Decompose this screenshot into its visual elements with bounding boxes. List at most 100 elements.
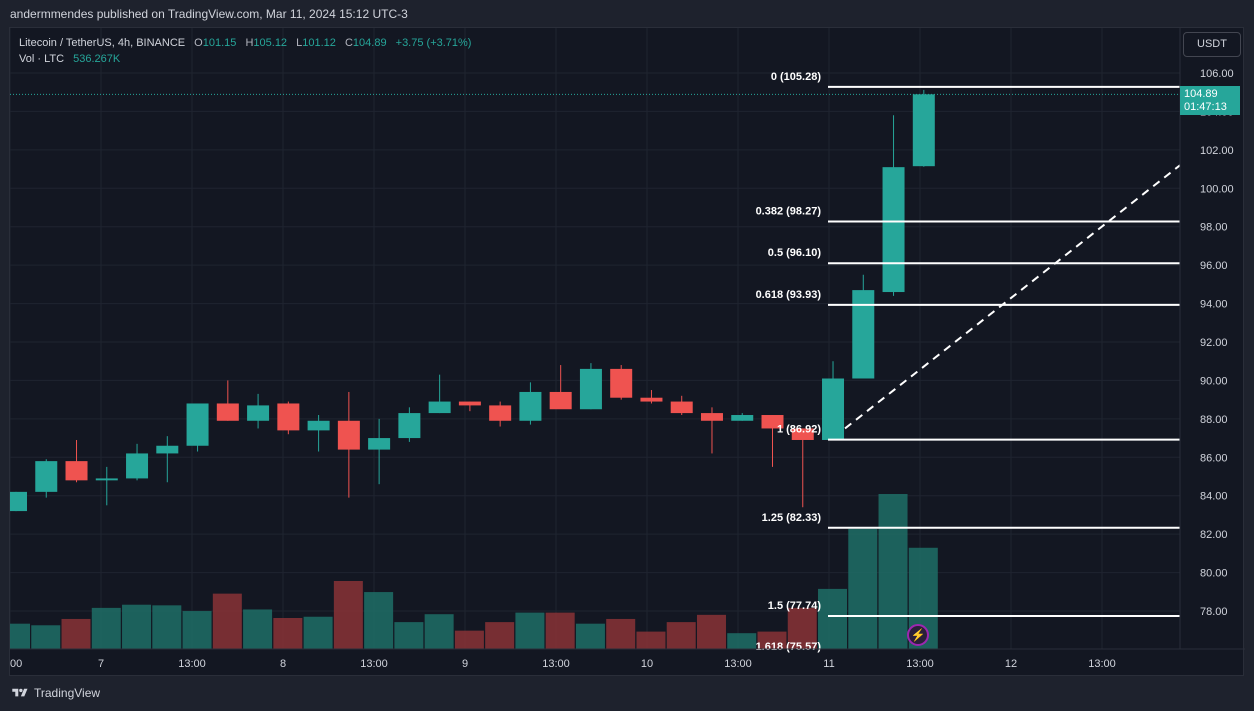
footer-brand: TradingView bbox=[34, 686, 101, 700]
y-tick-label: 102.00 bbox=[1200, 145, 1234, 157]
legend-close-label: C bbox=[344, 37, 353, 49]
tradingview-logo[interactable]: TradingView bbox=[10, 686, 100, 700]
volume-bar bbox=[606, 618, 636, 649]
fib-level-label: 0.618 (93.93) bbox=[756, 289, 822, 301]
volume-bar bbox=[182, 611, 212, 649]
volume-bar bbox=[727, 633, 757, 649]
fib-level-label: 1.25 (82.33) bbox=[762, 512, 822, 524]
volume-bar bbox=[818, 588, 848, 649]
candle-body bbox=[156, 445, 179, 454]
published-by-header: andermmendes published on TradingView.co… bbox=[10, 7, 408, 21]
candle-body bbox=[337, 420, 360, 450]
x-tick-label: 8 bbox=[280, 658, 286, 670]
candle-body bbox=[489, 405, 512, 421]
chart-panel[interactable]: 78.00 80.00 82.00 84.00 86.00 88.00 90.00 92.00… bbox=[9, 27, 1245, 677]
volume-bar bbox=[364, 592, 394, 649]
candle-body bbox=[761, 415, 784, 429]
candle-body bbox=[428, 401, 451, 414]
volume-bar bbox=[757, 631, 787, 649]
volume-bar bbox=[878, 494, 908, 649]
candle-body bbox=[791, 428, 814, 440]
candle-body bbox=[822, 378, 845, 440]
chart-legend: Litecoin / TetherUS, 4h, BINANCE O101.15… bbox=[19, 35, 471, 67]
candle-body bbox=[640, 397, 663, 402]
candle-body bbox=[35, 461, 58, 492]
candle-body bbox=[700, 413, 723, 421]
last-price: 104.89 bbox=[1184, 88, 1218, 100]
legend-close: 104.89 bbox=[352, 37, 387, 49]
candle-body bbox=[549, 391, 572, 410]
x-tick-label: 13:00 bbox=[906, 658, 934, 670]
x-tick-label: 7 bbox=[98, 658, 104, 670]
x-tick-label: 9 bbox=[462, 658, 468, 670]
last-price-tag: 104.89 01:47:13 bbox=[1180, 86, 1240, 115]
y-tick-label: 78.00 bbox=[1200, 606, 1228, 618]
candle-body bbox=[852, 290, 875, 379]
fib-level-label: 1.618 (75.57) bbox=[756, 641, 822, 653]
x-tick-label: 12 bbox=[1005, 658, 1017, 670]
legend-open-label: O bbox=[194, 37, 203, 49]
currency-button[interactable]: USDT bbox=[1183, 32, 1241, 57]
volume-bar bbox=[243, 609, 273, 649]
y-tick-label: 96.00 bbox=[1200, 260, 1228, 272]
x-tick-label: 13:00 bbox=[724, 658, 752, 670]
x-tick-label: 11 bbox=[823, 658, 834, 670]
x-tick-label: 13:00 bbox=[178, 658, 206, 670]
y-tick-label: 90.00 bbox=[1200, 375, 1228, 387]
legend-high: 105.12 bbox=[253, 37, 288, 49]
legend-change: +3.75 (+3.71%) bbox=[395, 37, 472, 49]
candle-body bbox=[882, 167, 905, 293]
y-tick-label: 88.00 bbox=[1200, 414, 1228, 426]
x-tick-label: 13:00 bbox=[360, 658, 388, 670]
volume-bar bbox=[666, 622, 696, 649]
volume-bar bbox=[454, 630, 484, 649]
legend-volume-label[interactable]: Vol · LTC bbox=[19, 53, 65, 65]
fib-level-label: 1 (86.92) bbox=[777, 424, 821, 436]
candle-body bbox=[912, 94, 935, 167]
fib-level-label: 1.5 (77.74) bbox=[768, 600, 822, 612]
volume-bar bbox=[273, 618, 303, 649]
fib-level-label: 0 (105.28) bbox=[771, 71, 821, 83]
y-tick-label: 106.00 bbox=[1200, 68, 1234, 80]
candle-body bbox=[216, 403, 239, 421]
volume-bar bbox=[333, 580, 363, 649]
legend-volume-row: Vol · LTC 536.267K bbox=[19, 51, 471, 67]
candle-body bbox=[519, 391, 542, 421]
candle-body bbox=[126, 453, 149, 479]
x-tick-label: 13:00 bbox=[1088, 658, 1116, 670]
legend-open: 101.15 bbox=[202, 37, 237, 49]
y-tick-label: 84.00 bbox=[1200, 491, 1228, 503]
candlestick-chart[interactable]: 78.00 80.00 82.00 84.00 86.00 88.00 90.00 92.00… bbox=[10, 28, 1245, 677]
plot-area bbox=[10, 89, 938, 649]
candle-body bbox=[670, 401, 693, 414]
candle-body bbox=[277, 403, 300, 431]
volume-bar bbox=[152, 605, 182, 649]
candle-body bbox=[579, 368, 602, 410]
tradingview-mark-icon bbox=[12, 688, 28, 697]
volume-bar bbox=[61, 618, 91, 649]
volume-bar bbox=[31, 625, 61, 649]
x-tick-label: 00 bbox=[10, 658, 22, 670]
x-tick-label: 13:00 bbox=[542, 658, 570, 670]
y-tick-label: 80.00 bbox=[1200, 568, 1228, 580]
volume-bar bbox=[696, 614, 726, 649]
volume-bar bbox=[485, 622, 515, 649]
candle-body bbox=[247, 405, 270, 421]
legend-symbol[interactable]: Litecoin / TetherUS, 4h, BINANCE bbox=[19, 37, 186, 49]
legend-high-label: H bbox=[245, 37, 254, 49]
legend-ohlc-row: Litecoin / TetherUS, 4h, BINANCE O101.15… bbox=[19, 35, 471, 51]
volume-bar bbox=[424, 614, 454, 649]
volume-bar bbox=[212, 593, 242, 649]
y-tick-label: 92.00 bbox=[1200, 337, 1228, 349]
legend-low: 101.12 bbox=[302, 37, 336, 49]
volume-bar bbox=[394, 622, 424, 649]
x-tick-label: 10 bbox=[641, 658, 653, 670]
legend-low-label: L bbox=[296, 37, 303, 49]
y-tick-label: 100.00 bbox=[1200, 183, 1234, 195]
lightning-icon[interactable]: ⚡ bbox=[907, 624, 929, 646]
bar-countdown: 01:47:13 bbox=[1184, 101, 1227, 113]
volume-bar bbox=[848, 528, 878, 649]
volume-bar bbox=[10, 623, 30, 649]
trend-line bbox=[844, 164, 1181, 430]
candle-body bbox=[307, 420, 330, 431]
